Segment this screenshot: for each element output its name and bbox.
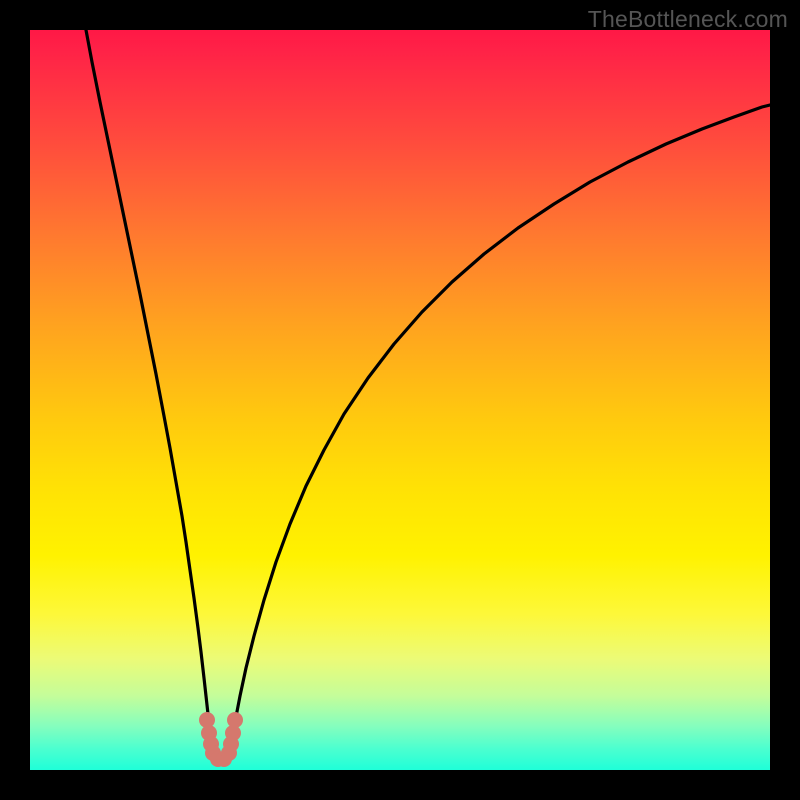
curves-svg: [30, 30, 770, 770]
valley-dot: [227, 712, 243, 728]
curve-right: [230, 105, 770, 752]
watermark-text: TheBottleneck.com: [588, 6, 788, 33]
plot-area: [30, 30, 770, 770]
curve-left: [86, 30, 212, 752]
valley-dots: [199, 712, 243, 767]
